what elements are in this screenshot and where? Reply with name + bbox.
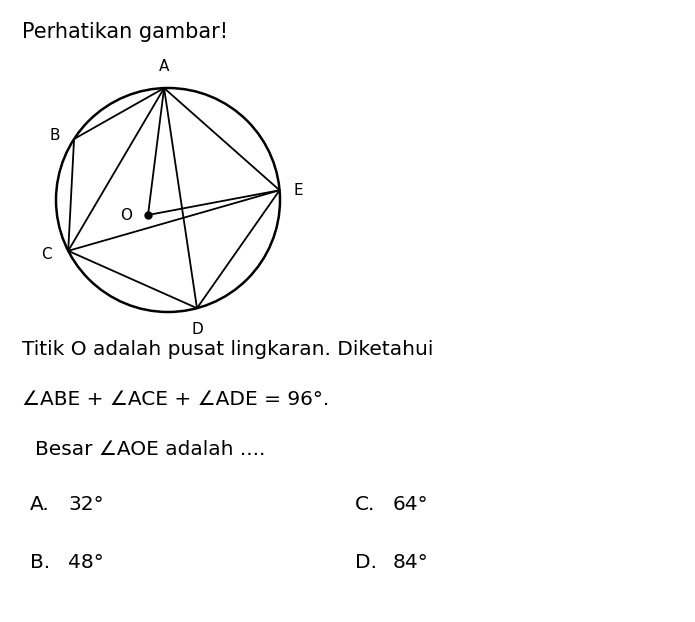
- Text: O: O: [120, 208, 132, 223]
- Text: A.: A.: [30, 495, 50, 514]
- Text: 32°: 32°: [68, 495, 104, 514]
- Text: D.: D.: [355, 553, 377, 572]
- Text: Perhatikan gambar!: Perhatikan gambar!: [22, 22, 228, 42]
- Text: D: D: [191, 322, 203, 337]
- Text: Titik O adalah pusat lingkaran. Diketahui: Titik O adalah pusat lingkaran. Diketahu…: [22, 340, 434, 359]
- Text: Besar ∠AOE adalah ....: Besar ∠AOE adalah ....: [35, 440, 272, 459]
- Text: A: A: [159, 59, 170, 74]
- Text: C.: C.: [355, 495, 375, 514]
- Text: 48°: 48°: [68, 553, 104, 572]
- Text: B.: B.: [30, 553, 50, 572]
- Text: 64°: 64°: [393, 495, 429, 514]
- Text: B: B: [49, 128, 60, 142]
- Text: 84°: 84°: [393, 553, 429, 572]
- Text: E: E: [293, 183, 303, 198]
- Text: C: C: [42, 248, 52, 262]
- Text: ∠ABE + ∠ACE + ∠ADE = 96°.: ∠ABE + ∠ACE + ∠ADE = 96°.: [22, 390, 329, 409]
